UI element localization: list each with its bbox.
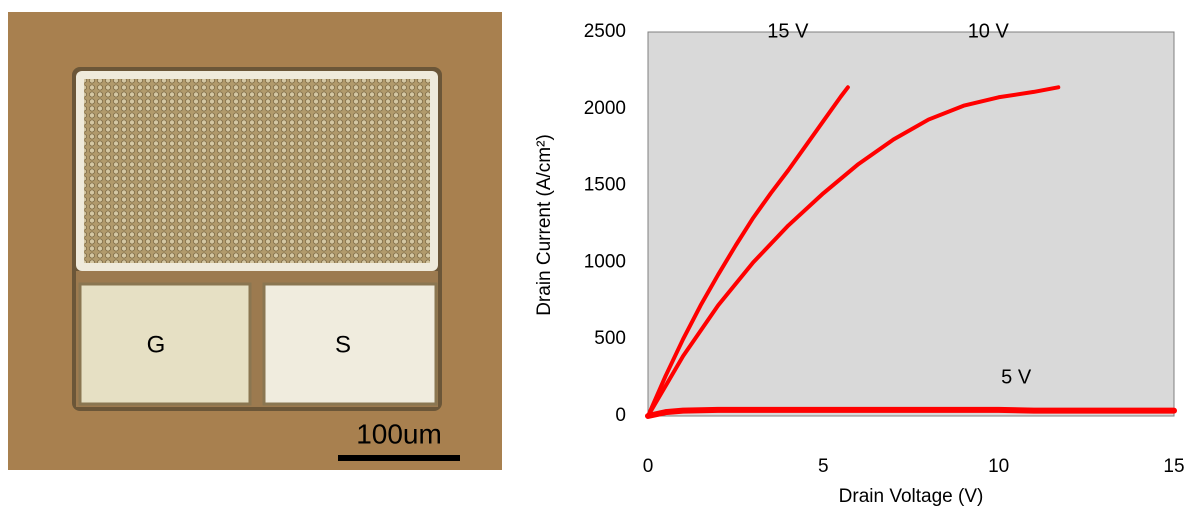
x-axis-label: Drain Voltage (V)	[839, 486, 984, 507]
y-tick-label: 500	[594, 328, 626, 349]
series-label: 10 V	[968, 21, 1010, 43]
micrograph: G S 100um	[8, 12, 502, 470]
x-tick-label: 5	[818, 456, 829, 477]
scale-bar	[338, 455, 460, 461]
y-tick-label: 2500	[584, 21, 626, 42]
plot-area	[647, 31, 1175, 417]
y-tick-label: 1500	[584, 175, 626, 196]
data-line	[645, 406, 1177, 419]
series-label: 15 V	[767, 21, 809, 43]
cell-array	[84, 79, 430, 263]
data-line	[646, 85, 1061, 418]
pad-label: S	[335, 331, 351, 358]
x-tick-label: 0	[643, 456, 654, 477]
series-label: 5 V	[1001, 366, 1032, 388]
x-tick-label: 15	[1163, 456, 1184, 477]
data-line	[646, 85, 850, 418]
gate-pad	[78, 282, 252, 406]
source-pad	[262, 282, 438, 406]
y-tick-label: 1000	[584, 251, 626, 272]
scale-bar-label: 100um	[356, 418, 442, 449]
y-axis-label: Drain Current (A/cm²)	[534, 134, 555, 316]
pad-label: G	[147, 331, 166, 358]
y-tick-label: 0	[615, 405, 626, 426]
x-tick-label: 10	[988, 456, 1009, 477]
y-tick-label: 2000	[584, 98, 626, 119]
